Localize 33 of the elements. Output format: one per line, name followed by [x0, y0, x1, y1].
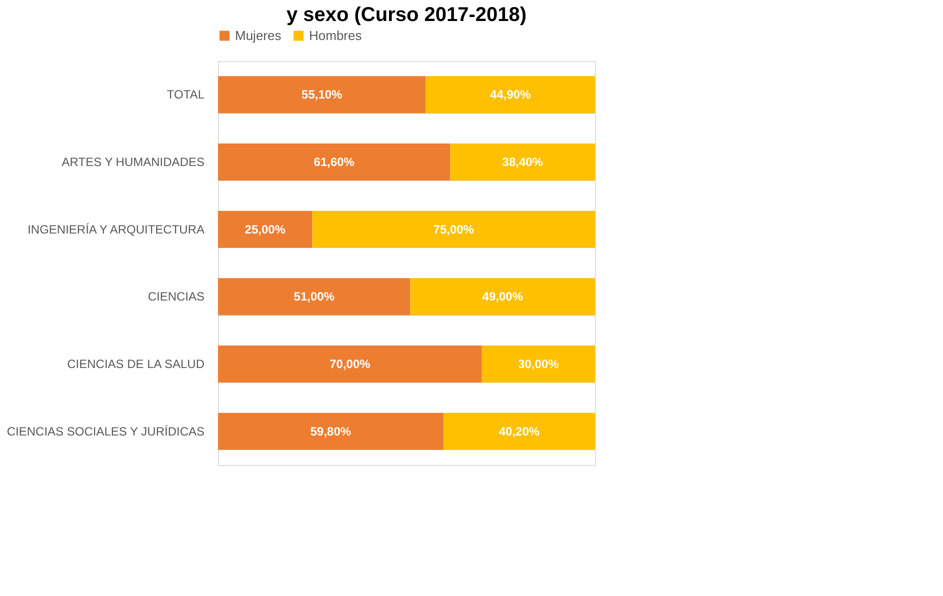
data-label: 30,00% [518, 357, 560, 371]
legend-label: Mujeres [235, 28, 282, 43]
bar [218, 143, 450, 181]
bar [218, 412, 444, 450]
bar [218, 76, 426, 114]
bar [482, 345, 595, 383]
y-tick-label: INGENIERÍA Y ARQUITECTURA [28, 222, 204, 236]
y-tick-label: CIENCIAS SOCIALES Y JURÍDICAS [6, 424, 204, 438]
bar [218, 210, 312, 248]
data-label: 70,00% [330, 357, 371, 371]
bar [426, 76, 595, 114]
data-label: 40,20% [498, 424, 540, 438]
data-label: 61,60% [314, 155, 355, 169]
data-label: 25,00% [244, 222, 286, 236]
bar [443, 412, 595, 450]
data-label: 59,80% [310, 424, 352, 438]
bar [410, 278, 595, 316]
bar [218, 345, 482, 383]
bar [450, 143, 595, 181]
data-label: 51,00% [294, 290, 335, 304]
y-tick-label: ARTES Y HUMANIDADES [62, 155, 204, 169]
chart-title: y sexo (Curso 2017-2018) [286, 4, 527, 26]
bar [218, 278, 410, 316]
y-tick-label: CIENCIAS DE LA SALUD [67, 357, 205, 371]
legend-label: Hombres [309, 28, 362, 43]
y-tick-label: TOTAL [166, 88, 205, 102]
bar [312, 210, 595, 248]
data-label: 55,10% [302, 88, 343, 102]
data-label: 44,90% [490, 88, 532, 102]
y-tick-label: CIENCIAS [148, 290, 204, 304]
data-label: 49,00% [482, 290, 524, 304]
data-label: 38,40% [502, 155, 544, 169]
data-label: 75,00% [433, 222, 474, 236]
